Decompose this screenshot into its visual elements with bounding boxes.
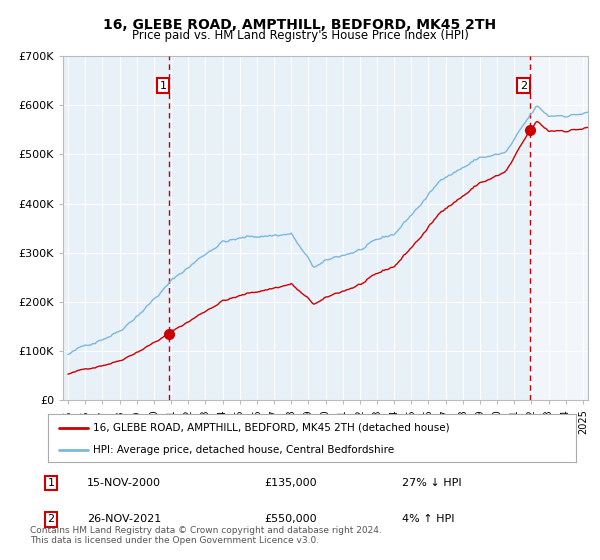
Text: 26-NOV-2021: 26-NOV-2021 [87, 515, 161, 524]
Text: Price paid vs. HM Land Registry's House Price Index (HPI): Price paid vs. HM Land Registry's House … [131, 29, 469, 42]
Text: HPI: Average price, detached house, Central Bedfordshire: HPI: Average price, detached house, Cent… [93, 445, 394, 455]
Text: 16, GLEBE ROAD, AMPTHILL, BEDFORD, MK45 2TH (detached house): 16, GLEBE ROAD, AMPTHILL, BEDFORD, MK45 … [93, 423, 449, 433]
Text: 16, GLEBE ROAD, AMPTHILL, BEDFORD, MK45 2TH: 16, GLEBE ROAD, AMPTHILL, BEDFORD, MK45 … [103, 18, 497, 32]
Text: £135,000: £135,000 [264, 478, 317, 488]
Text: 4% ↑ HPI: 4% ↑ HPI [402, 515, 455, 524]
Text: 1: 1 [47, 478, 55, 488]
Text: 1: 1 [160, 81, 166, 91]
Text: 2: 2 [47, 515, 55, 524]
Text: 2: 2 [520, 81, 527, 91]
Bar [530, 56, 588, 400]
Text: £550,000: £550,000 [264, 515, 317, 524]
Text: 27% ↓ HPI: 27% ↓ HPI [402, 478, 461, 488]
Text: 15-NOV-2000: 15-NOV-2000 [87, 478, 161, 488]
Text: This data is licensed under the Open Government Licence v3.0.: This data is licensed under the Open Gov… [30, 536, 319, 545]
Text: Contains HM Land Registry data © Crown copyright and database right 2024.: Contains HM Land Registry data © Crown c… [30, 526, 382, 535]
